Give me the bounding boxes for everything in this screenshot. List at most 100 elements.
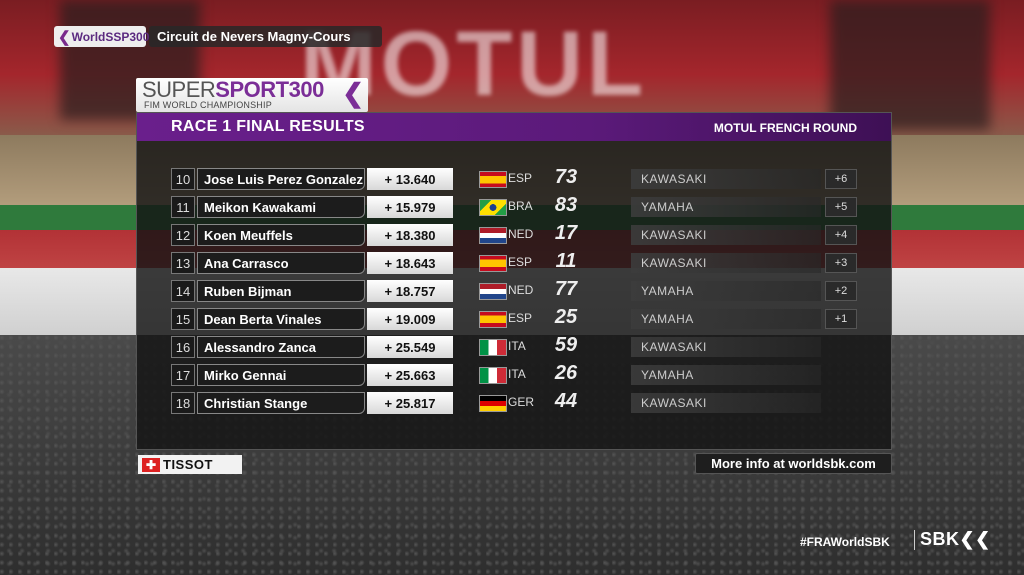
logo-subtitle: FIM WORLD CHAMPIONSHIP (144, 100, 272, 110)
tissot-text: TISSOT (163, 457, 213, 472)
position: 17 (171, 364, 195, 386)
table-row: 12 Koen Meuffels + 18.380 NED 17 KAWASAKI +4 (171, 222, 861, 246)
esp-flag-icon (479, 171, 507, 188)
esp-flag-icon (479, 255, 507, 272)
sbk-text: SBK (920, 529, 960, 549)
position: 16 (171, 336, 195, 358)
time-gap: + 25.817 (367, 392, 453, 414)
nationality: ESP (508, 255, 533, 269)
chevron-left-icon: ❮ (342, 78, 364, 108)
sbk-logo: SBK❮❮ (920, 529, 991, 550)
points: +2 (825, 281, 857, 301)
nationality: ESP (508, 311, 533, 325)
table-row: 18 Christian Stange + 25.817 GER 44 KAWASAKI (171, 390, 861, 414)
position: 14 (171, 280, 195, 302)
manufacturer-bar (631, 169, 821, 189)
position: 15 (171, 308, 195, 330)
time-gap: + 25.549 (367, 336, 453, 358)
hashtag: #FRAWorldSBK (800, 535, 890, 549)
time-gap: + 13.640 (367, 168, 453, 190)
manufacturer: YAMAHA (641, 312, 694, 326)
circuit-name: Circuit de Nevers Magny-Cours (149, 26, 382, 47)
more-info-banner: More info at worldsbk.com (695, 453, 892, 474)
results-panel: RACE 1 FINAL RESULTS MOTUL FRENCH ROUND … (136, 112, 892, 450)
time-gap: + 18.380 (367, 224, 453, 246)
nationality: NED (508, 283, 534, 297)
rider-name: Jose Luis Perez Gonzalez (197, 168, 365, 190)
manufacturer: YAMAHA (641, 284, 694, 298)
table-row: 15 Dean Berta Vinales + 19.009 ESP 25 YAMAHA +… (171, 306, 861, 330)
rider-name: Mirko Gennai (197, 364, 365, 386)
rider-number: 59 (554, 334, 578, 356)
manufacturer-bar (631, 393, 821, 413)
championship-logo: SUPERSPORT300 FIM WORLD CHAMPIONSHIP ❮ (136, 78, 368, 112)
race-title: RACE 1 FINAL RESULTS (171, 118, 365, 135)
nationality: BRA (508, 199, 533, 213)
panel-header: RACE 1 FINAL RESULTS MOTUL FRENCH ROUND (137, 113, 891, 141)
position: 11 (171, 196, 195, 218)
rider-name: Koen Meuffels (197, 224, 365, 246)
rider-number: 73 (554, 166, 578, 188)
manufacturer: KAWASAKI (641, 256, 707, 270)
chevron-left-icon: ❮ (58, 28, 71, 46)
series-tag: ❮ WorldSSP300 (54, 26, 149, 47)
rider-number: 11 (555, 250, 577, 272)
rider-name: Ruben Bijman (197, 280, 365, 302)
time-gap: + 18.757 (367, 280, 453, 302)
points: +1 (825, 309, 857, 329)
rider-number: 44 (554, 390, 578, 412)
manufacturer-bar (631, 225, 821, 245)
table-row: 13 Ana Carrasco + 18.643 ESP 11 KAWASAKI +3 (171, 250, 861, 274)
points: +3 (825, 253, 857, 273)
ita-flag-icon (479, 367, 507, 384)
rider-number: 83 (554, 194, 578, 216)
logo-title: SUPERSPORT300 (142, 78, 324, 102)
bra-flag-icon (479, 199, 507, 216)
nationality: ITA (508, 339, 526, 353)
manufacturer-bar (631, 365, 821, 385)
position: 18 (171, 392, 195, 414)
manufacturer: KAWASAKI (641, 172, 707, 186)
manufacturer: KAWASAKI (641, 228, 707, 242)
points: +5 (825, 197, 857, 217)
manufacturer-bar (631, 253, 821, 273)
points: +6 (825, 169, 857, 189)
manufacturer: KAWASAKI (641, 340, 707, 354)
points: +4 (825, 225, 857, 245)
chevron-left-icon: ❮❮ (959, 529, 991, 549)
series-tag-label: WorldSSP300 (71, 29, 150, 44)
rider-name: Dean Berta Vinales (197, 308, 365, 330)
nationality: GER (508, 395, 535, 409)
manufacturer-bar (631, 337, 821, 357)
table-row: 17 Mirko Gennai + 25.663 ITA 26 YAMAHA (171, 362, 861, 386)
manufacturer-bar (631, 309, 821, 329)
tissot-cross-icon: ✚ (142, 457, 160, 472)
rider-name: Ana Carrasco (197, 252, 365, 274)
time-gap: + 25.663 (367, 364, 453, 386)
manufacturer: YAMAHA (641, 200, 694, 214)
ned-flag-icon (479, 283, 507, 300)
manufacturer-bar (631, 197, 821, 217)
rider-number: 17 (554, 222, 578, 244)
background-blur-right (830, 0, 990, 130)
nationality: NED (508, 227, 534, 241)
rider-name: Alessandro Zanca (197, 336, 365, 358)
rider-name: Christian Stange (197, 392, 365, 414)
round-title: MOTUL FRENCH ROUND (713, 121, 857, 135)
time-gap: + 15.979 (367, 196, 453, 218)
table-row: 14 Ruben Bijman + 18.757 NED 77 YAMAHA +2 (171, 278, 861, 302)
logo-super: SUPER (142, 77, 216, 102)
table-row: 11 Meikon Kawakami + 15.979 BRA 83 YAMAHA +5 (171, 194, 861, 218)
rider-name: Meikon Kawakami (197, 196, 365, 218)
ger-flag-icon (479, 395, 507, 412)
position: 10 (171, 168, 195, 190)
time-gap: + 19.009 (367, 308, 453, 330)
ned-flag-icon (479, 227, 507, 244)
esp-flag-icon (479, 311, 507, 328)
nationality: ESP (508, 171, 533, 185)
table-row: 10 Jose Luis Perez Gonzalez + 13.640 ESP 73 K… (171, 166, 861, 190)
rider-number: 26 (554, 362, 578, 384)
manufacturer-bar (631, 281, 821, 301)
table-row: 16 Alessandro Zanca + 25.549 ITA 59 KAWASAKI (171, 334, 861, 358)
time-gap: + 18.643 (367, 252, 453, 274)
